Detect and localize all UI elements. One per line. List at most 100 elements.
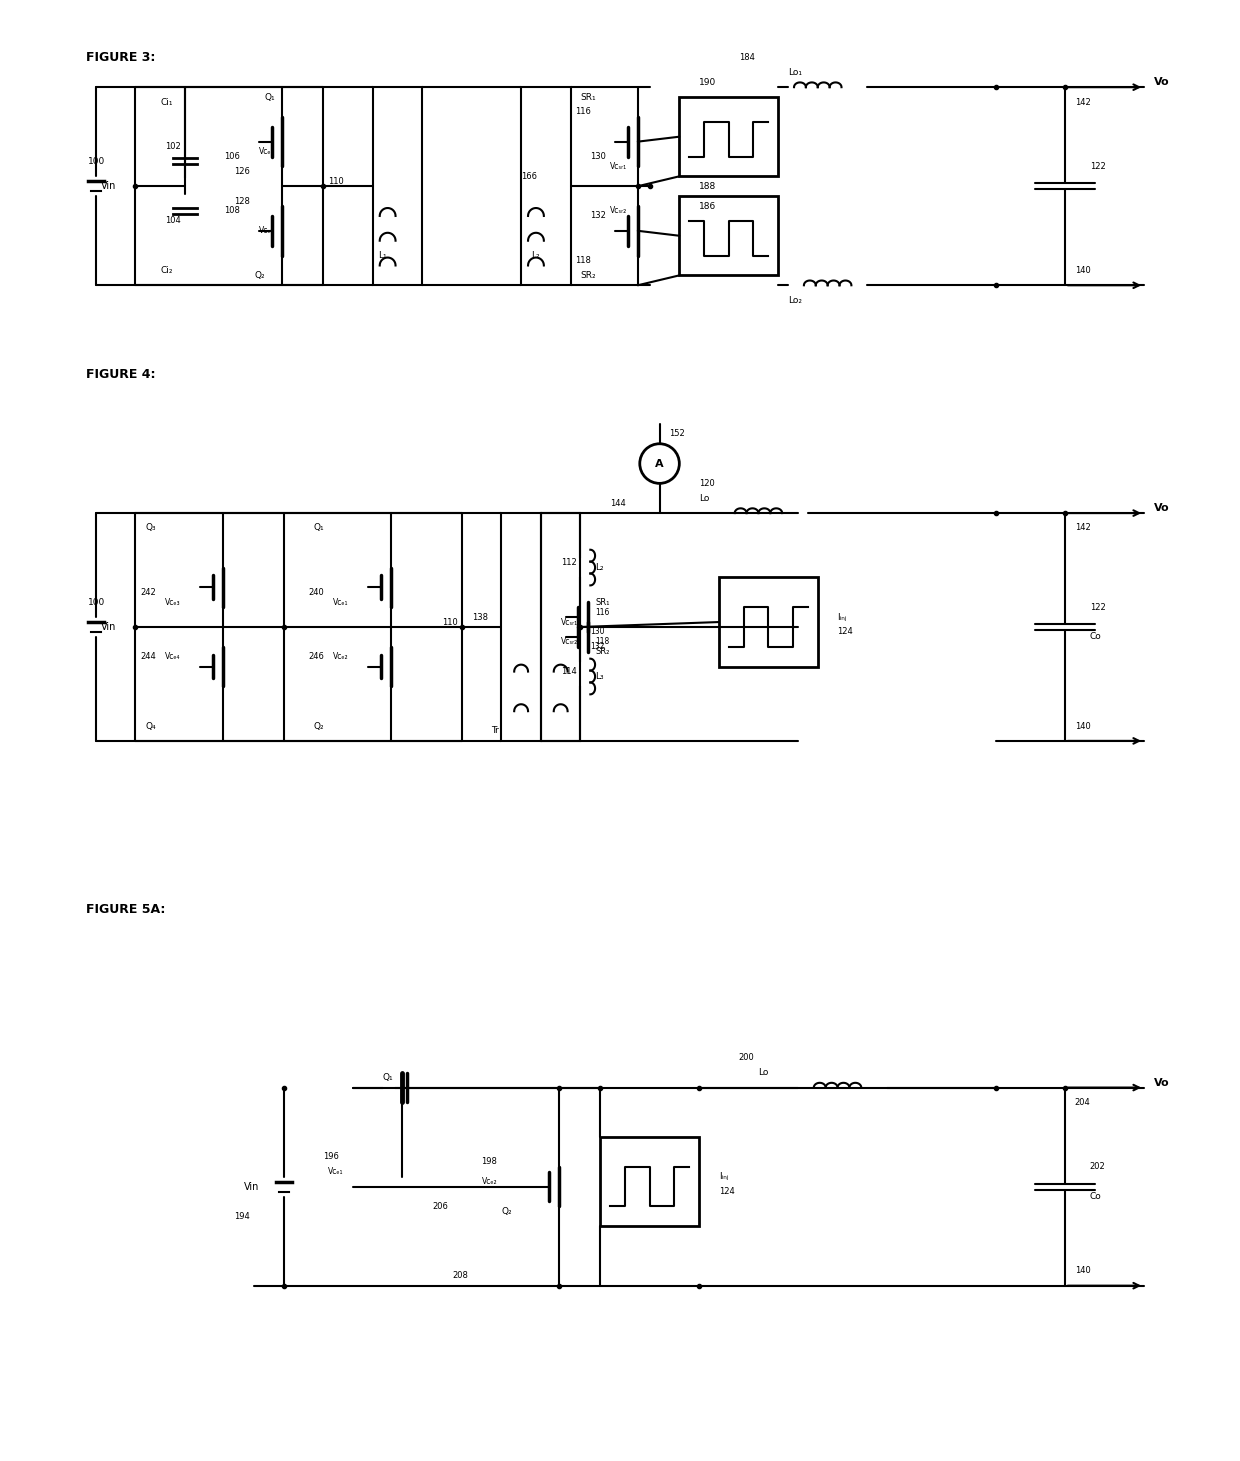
Text: 116: 116 [595,608,610,617]
Text: 120: 120 [699,479,714,488]
Text: 186: 186 [699,202,717,210]
Text: L₂: L₂ [595,562,604,573]
Text: 124: 124 [719,1188,734,1197]
Text: 116: 116 [575,108,591,117]
Text: 104: 104 [165,216,181,225]
Text: 142: 142 [1075,98,1091,107]
Text: 190: 190 [699,77,717,86]
Text: Tr: Tr [491,726,500,735]
Text: L₂: L₂ [531,251,539,260]
Text: 106: 106 [224,152,241,161]
Bar [600,1137,699,1226]
Text: Vcₑ₂: Vcₑ₂ [481,1178,497,1186]
Text: Q₂: Q₂ [501,1207,512,1216]
Text: 110: 110 [329,177,343,186]
Text: Q₁: Q₁ [264,92,274,102]
Text: 240: 240 [309,587,325,598]
Text: Lo: Lo [699,494,709,503]
Text: Vin: Vin [244,1182,259,1192]
Text: 140: 140 [1075,266,1091,275]
Text: 128: 128 [234,197,250,206]
Bar [680,196,779,275]
Text: A: A [655,459,663,469]
Bar [680,96,779,177]
Text: 242: 242 [140,587,156,598]
Text: 118: 118 [575,256,591,264]
Text: 112: 112 [560,558,577,567]
Text: 198: 198 [481,1157,497,1166]
Text: Vcₑ₁: Vcₑ₁ [334,598,348,606]
Text: SR₂: SR₂ [595,647,610,656]
Text: Vcₑ₂: Vcₑ₂ [334,652,348,662]
Text: Q₂: Q₂ [254,270,265,281]
Bar [501,513,541,741]
Bar [521,88,570,285]
Bar [719,577,817,666]
Text: Vcₑ₃: Vcₑ₃ [165,598,181,606]
Text: 244: 244 [140,652,156,662]
Text: 202: 202 [1090,1163,1105,1172]
Text: 246: 246 [309,652,325,662]
Text: Lo₂: Lo₂ [789,295,802,305]
Text: FIGURE 4:: FIGURE 4: [86,368,155,381]
Text: 100: 100 [88,598,105,606]
Text: Vcₑ₂: Vcₑ₂ [259,226,275,235]
Text: 130: 130 [590,152,606,161]
Text: 166: 166 [521,172,537,181]
Text: Q₃: Q₃ [145,523,156,532]
Text: Vin: Vin [100,181,117,191]
Text: Vcₛᵣ₁: Vcₛᵣ₁ [560,618,578,627]
Text: 206: 206 [432,1202,448,1211]
Text: Vo: Vo [1154,77,1169,88]
Text: 194: 194 [234,1211,250,1221]
Text: 126: 126 [234,167,250,175]
Text: 132: 132 [590,212,606,221]
Text: Vcₑ₁: Vcₑ₁ [329,1167,343,1176]
Text: Iᵢₙⱼ: Iᵢₙⱼ [719,1172,728,1180]
Text: Iᵢₙⱼ: Iᵢₙⱼ [837,612,847,621]
Text: Q₂: Q₂ [314,722,324,730]
Text: 124: 124 [837,627,853,637]
Text: 110: 110 [441,618,458,627]
Text: L₃: L₃ [595,672,604,681]
Text: Co: Co [1090,1192,1101,1201]
Text: Vcₑ₄: Vcₑ₄ [165,652,181,662]
Text: L₁: L₁ [378,251,387,260]
Text: 188: 188 [699,181,717,191]
Text: FIGURE 5A:: FIGURE 5A: [86,903,165,916]
Text: 140: 140 [1075,1267,1091,1275]
Text: Ci₁: Ci₁ [160,98,172,107]
Text: Vcₛᵣ₂: Vcₛᵣ₂ [610,206,627,215]
Text: 102: 102 [165,142,181,150]
Text: 130: 130 [590,627,605,637]
Text: Vo: Vo [1154,1078,1169,1087]
Text: Vcₛᵣ₁: Vcₛᵣ₁ [610,162,627,171]
Text: 108: 108 [224,206,241,215]
Text: Vcₛᵣ₂: Vcₛᵣ₂ [560,637,578,646]
Bar [373,88,423,285]
Text: Vcₑ₁: Vcₑ₁ [259,148,274,156]
Text: 132: 132 [590,643,605,652]
Text: 142: 142 [1075,523,1091,532]
Text: SR₂: SR₂ [580,270,596,281]
Text: SR₁: SR₁ [595,598,610,606]
Text: FIGURE 3:: FIGURE 3: [86,51,155,64]
Text: 184: 184 [739,53,754,61]
Text: 144: 144 [610,498,626,507]
Text: Co: Co [1090,633,1101,641]
Text: 152: 152 [670,430,686,438]
Text: 122: 122 [1090,603,1105,612]
Text: Q₁: Q₁ [314,523,324,532]
Text: 100: 100 [88,156,105,167]
Text: Ci₂: Ci₂ [160,266,172,275]
Text: 118: 118 [595,637,610,646]
Text: 138: 138 [471,612,487,621]
Text: 200: 200 [739,1053,754,1062]
Text: Vin: Vin [100,622,117,633]
Text: SR₁: SR₁ [580,92,596,102]
Text: Vo: Vo [1154,503,1169,513]
Text: 204: 204 [1075,1097,1091,1107]
Text: Lo₁: Lo₁ [789,67,802,77]
Text: 208: 208 [451,1271,467,1280]
Bar [541,513,580,741]
